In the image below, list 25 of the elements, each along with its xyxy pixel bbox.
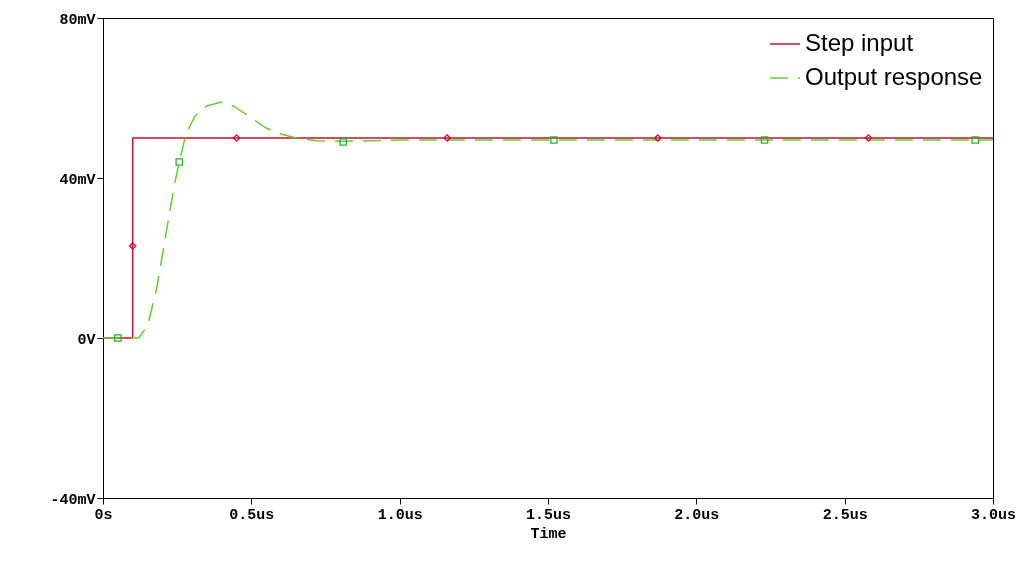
y-tick-label: 80mV [59, 11, 96, 29]
point [653, 134, 662, 142]
point [760, 136, 769, 144]
point [128, 242, 137, 250]
point [232, 134, 241, 142]
point [864, 134, 873, 142]
y-tick-label: -40mV [50, 491, 96, 509]
x-tick-label: 2.5us [822, 506, 868, 524]
legend-label: Output response [805, 63, 983, 90]
y-tick-label: 40mV [59, 171, 96, 189]
point [971, 136, 980, 144]
point [175, 158, 184, 166]
x-tick-label: 1.0us [377, 506, 423, 524]
x-tick-label: 3.0us [970, 506, 1017, 524]
x-tick-label: 0s [94, 506, 113, 524]
legend-label: Step input [805, 29, 914, 56]
x-tick-label: 1.5us [525, 506, 572, 524]
line-series [102, 101, 994, 339]
x-tick-label: 0.5us [229, 506, 275, 524]
x-axis-title: Time [530, 525, 567, 543]
y-tick-label: 0V [77, 331, 96, 349]
point [114, 334, 122, 342]
x-tick-label: 2.0us [674, 506, 720, 524]
point [550, 136, 558, 144]
point [339, 138, 348, 146]
